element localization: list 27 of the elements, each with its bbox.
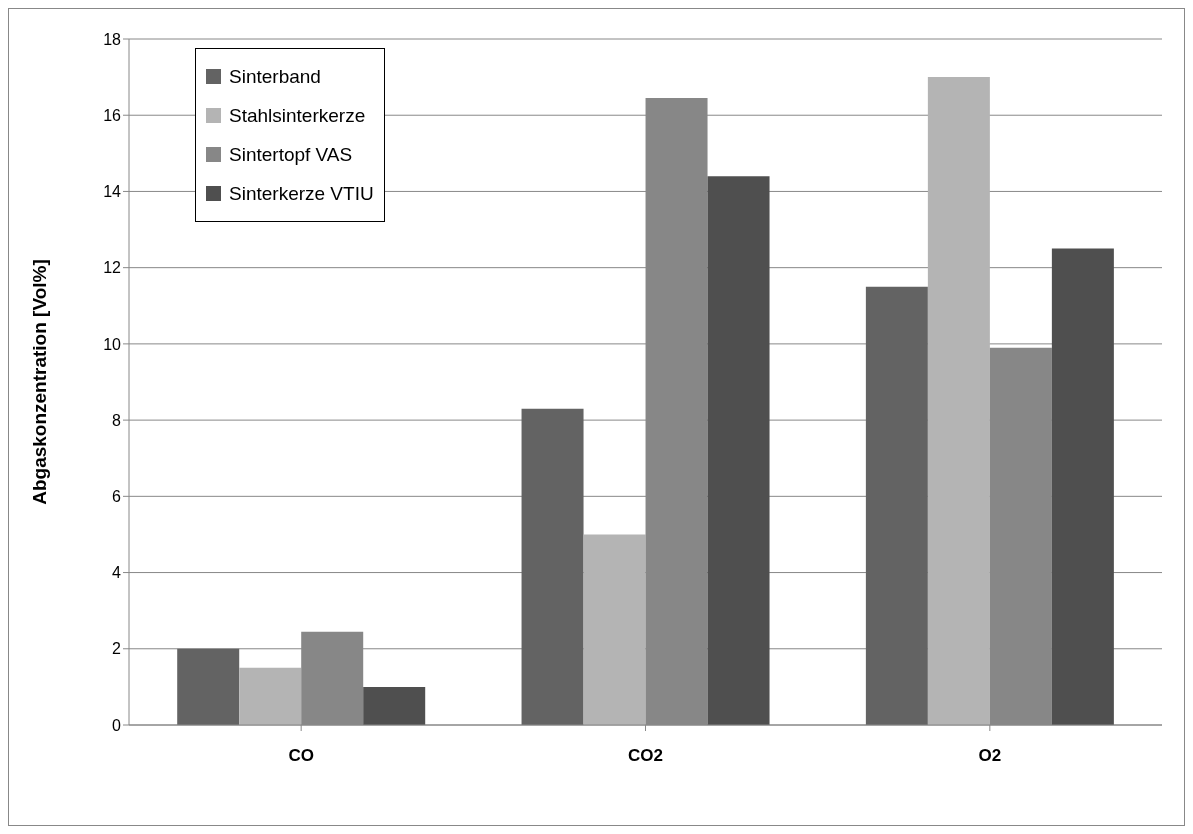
bar (363, 686, 426, 725)
bar (1051, 248, 1114, 725)
legend-label: Sintertopf VAS (229, 143, 353, 166)
y-axis-title: Abgaskonzentration [Vol%] (28, 259, 50, 505)
y-tick-label: 4 (112, 564, 122, 582)
y-tick-label: 2 (112, 640, 122, 658)
y-tick-label: 10 (103, 335, 122, 353)
y-tick-label: 6 (112, 488, 122, 506)
bar (927, 77, 990, 725)
bar (521, 408, 584, 725)
bar (865, 286, 928, 725)
legend-label: Stahlsinterkerze (229, 104, 366, 127)
x-tick-label: CO (288, 746, 314, 766)
legend-label: Sinterband (229, 65, 321, 88)
y-tick-label: 18 (103, 30, 122, 48)
x-tick-label: O2 (978, 746, 1002, 766)
bar (177, 648, 240, 725)
bar (707, 176, 770, 725)
y-tick-label: 12 (103, 259, 122, 277)
bar (583, 534, 646, 725)
legend-label: Sinterkerze VTIU (229, 182, 374, 205)
y-tick-label: 8 (112, 411, 122, 429)
y-tick-label: 16 (103, 106, 122, 124)
bar (239, 667, 302, 725)
y-tick-label: 14 (103, 183, 122, 201)
y-tick-label: 0 (112, 716, 122, 734)
x-tick-label: CO2 (628, 746, 663, 766)
